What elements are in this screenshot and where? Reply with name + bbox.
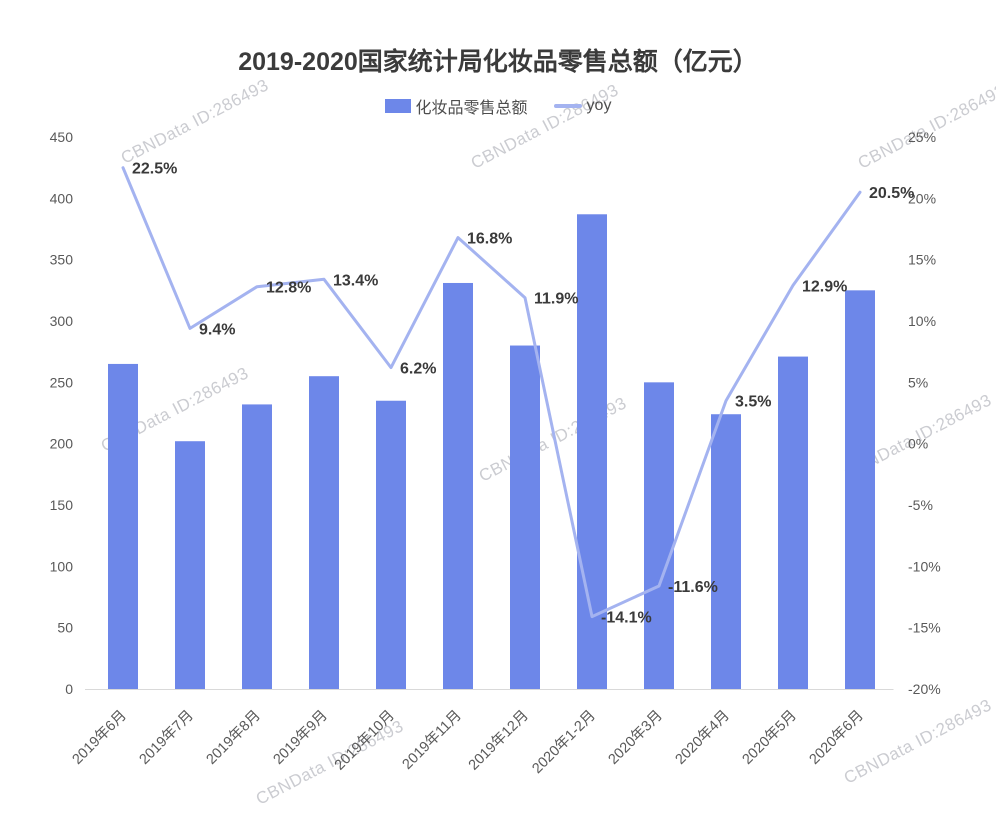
yoy-point-labels: 22.5% 9.4% 12.8% 13.4% 6.2% 16.8% 11.9% -14.1%-…	[132, 161, 914, 627]
left-axis-tick-label: 250	[50, 374, 74, 390]
right-axis-ticks: 25% 20% 15% 10% 5% 0% -5% -10% -15% -20%	[908, 129, 941, 697]
yoy-point-label: 13.4%	[333, 272, 378, 289]
bar	[845, 290, 875, 689]
x-axis-label: 2020年6月	[806, 707, 867, 768]
left-axis-tick-label: 100	[50, 558, 74, 574]
left-axis-tick-label: 50	[57, 620, 73, 636]
right-axis-tick-label: 5%	[908, 374, 928, 390]
chart-title: 2019-2020国家统计局化妆品零售总额（亿元）	[238, 48, 758, 76]
left-axis-tick-label: 300	[50, 313, 74, 329]
bar	[309, 376, 339, 689]
yoy-point-label: 3.5%	[735, 394, 771, 411]
legend-item-line-series: yoy	[553, 97, 612, 115]
bar	[175, 441, 205, 689]
left-axis-ticks: 450 400 350 300 250 200 150 100 50 0	[50, 129, 74, 697]
yoy-point-label: 22.5%	[132, 161, 177, 178]
legend: 化妆品零售总额 yoy	[0, 94, 996, 118]
x-axis-label: 2020年4月	[672, 707, 733, 768]
bar-swatch-icon	[384, 99, 411, 113]
left-axis-tick-label: 400	[50, 190, 74, 206]
bar	[108, 363, 138, 689]
yoy-point-label: 16.8%	[467, 231, 512, 248]
bar	[376, 400, 406, 689]
x-axis-label: 2019年9月	[270, 707, 331, 768]
bar	[510, 345, 540, 689]
right-axis-tick-label: 0%	[908, 436, 928, 452]
yoy-point-label: -11.6%	[668, 579, 718, 596]
right-axis-tick-label: 25%	[908, 129, 936, 145]
yoy-point-label: -14.1%	[601, 610, 652, 627]
legend-label-bar-series: 化妆品零售总额	[415, 100, 528, 117]
x-axis-label: 2019年7月	[136, 707, 197, 768]
yoy-point-label: 12.8%	[266, 280, 311, 297]
left-axis-tick-label: 0	[65, 681, 73, 697]
yoy-line	[121, 166, 862, 619]
x-axis-label: 2019年6月	[69, 707, 130, 768]
bar	[644, 382, 674, 689]
bar	[242, 404, 272, 689]
x-axis-label: 2019年8月	[203, 707, 264, 768]
right-axis-tick-label: -5%	[908, 497, 933, 513]
yoy-point-label: 12.9%	[802, 278, 847, 295]
legend-label-line-series: yoy	[586, 97, 612, 114]
right-axis-tick-label: 10%	[908, 313, 936, 329]
right-axis-tick-label: -15%	[908, 620, 941, 636]
right-axis-tick-label: -20%	[908, 681, 941, 697]
yoy-point-label: 20.5%	[869, 185, 914, 202]
x-axis-label: 2020年1-2月	[529, 707, 599, 777]
yoy-point-label: 11.9%	[534, 291, 578, 308]
line-swatch-icon	[553, 104, 582, 108]
bar	[711, 414, 741, 689]
yoy-point-label: 6.2%	[400, 361, 436, 378]
x-axis-labels: 2019年6月 2019年7月 2019年8月 2019年9月 2019年10月 2019…	[69, 707, 867, 777]
x-axis-label: 2019年11月	[399, 707, 465, 773]
right-axis-tick-label: 20%	[908, 190, 936, 206]
left-axis-tick-label: 350	[50, 252, 74, 268]
right-axis-tick-label: -10%	[908, 558, 941, 574]
yoy-point-label: 9.4%	[199, 321, 235, 338]
left-axis-tick-label: 200	[50, 436, 74, 452]
bar	[443, 282, 473, 689]
left-axis-tick-label: 150	[50, 497, 74, 513]
x-axis-label: 2019年12月	[465, 707, 532, 774]
x-axis-label: 2020年5月	[739, 707, 800, 768]
bar-series	[108, 214, 875, 689]
x-axis-label: 2019年10月	[331, 707, 398, 774]
legend-item-bar-series: 化妆品零售总额	[384, 94, 528, 118]
bar	[778, 356, 808, 689]
left-axis-tick-label: 450	[50, 129, 74, 145]
right-axis-tick-label: 15%	[908, 252, 936, 268]
x-axis-label: 2020年3月	[605, 707, 666, 768]
